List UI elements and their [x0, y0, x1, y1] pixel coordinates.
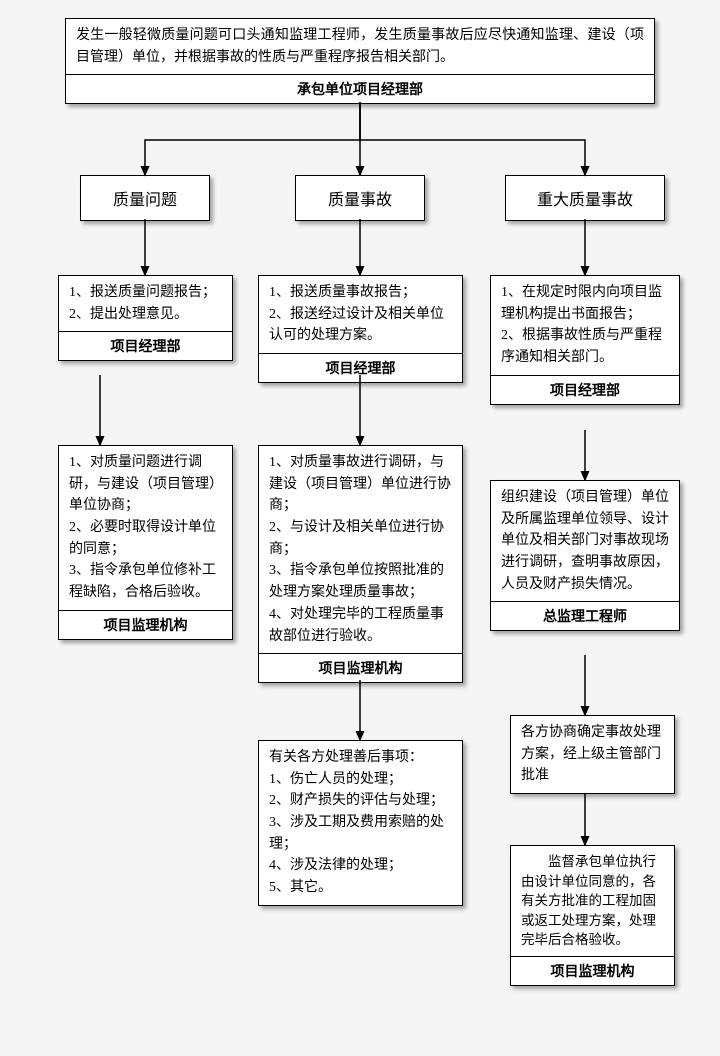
node-a1: 1、报送质量问题报告；2、提出处理意见。 项目经理部	[58, 275, 233, 361]
node-b1-footer: 项目经理部	[259, 353, 462, 382]
header-major-accident: 重大质量事故	[505, 175, 665, 221]
node-b1-body: 1、报送质量事故报告；2、报送经过设计及相关单位认可的处理方案。	[259, 276, 462, 353]
node-c4-body: 监督承包单位执行由设计单位同意的，各有关方批准的工程加固或返工处理方案，处理完毕…	[511, 846, 674, 956]
node-b1: 1、报送质量事故报告；2、报送经过设计及相关单位认可的处理方案。 项目经理部	[258, 275, 463, 383]
node-c1-body: 1、在规定时限内向项目监理机构提出书面报告；2、根据事故性质与严重程序通知相关部…	[491, 276, 679, 375]
header-quality-accident: 质量事故	[295, 175, 425, 221]
node-b3: 有关各方处理善后事项：1、伤亡人员的处理；2、财产损失的评估与处理；3、涉及工期…	[258, 740, 463, 906]
node-a2: 1、对质量问题进行调研，与建设（项目管理）单位协商；2、必要时取得设计单位的同意…	[58, 445, 233, 640]
node-a1-body: 1、报送质量问题报告；2、提出处理意见。	[59, 276, 232, 331]
node-c2-body: 组织建设（项目管理）单位及所属监理单位领导、设计单位及相关部门对事故现场进行调研…	[491, 481, 679, 601]
node-b3-body: 有关各方处理善后事项：1、伤亡人员的处理；2、财产损失的评估与处理；3、涉及工期…	[259, 741, 462, 905]
node-top-footer: 承包单位项目经理部	[66, 74, 654, 103]
header-label: 重大质量事故	[506, 176, 664, 220]
node-c1: 1、在规定时限内向项目监理机构提出书面报告；2、根据事故性质与严重程序通知相关部…	[490, 275, 680, 405]
node-a1-footer: 项目经理部	[59, 331, 232, 360]
node-b2-footer: 项目监理机构	[259, 653, 462, 682]
node-c2-footer: 总监理工程师	[491, 601, 679, 630]
node-c3-body: 各方协商确定事故处理方案，经上级主管部门批准	[511, 716, 674, 793]
header-label: 质量事故	[296, 176, 424, 220]
node-c4-footer: 项目监理机构	[511, 956, 674, 985]
node-top: 发生一般轻微质量问题可口头通知监理工程师，发生质量事故后应尽快通知监理、建设（项…	[65, 18, 655, 104]
node-c1-footer: 项目经理部	[491, 375, 679, 404]
node-b2: 1、对质量事故进行调研，与建设（项目管理）单位进行协商；2、与设计及相关单位进行…	[258, 445, 463, 683]
header-quality-problem: 质量问题	[80, 175, 210, 221]
node-c3: 各方协商确定事故处理方案，经上级主管部门批准	[510, 715, 675, 794]
node-top-body: 发生一般轻微质量问题可口头通知监理工程师，发生质量事故后应尽快通知监理、建设（项…	[66, 19, 654, 74]
node-b2-body: 1、对质量事故进行调研，与建设（项目管理）单位进行协商；2、与设计及相关单位进行…	[259, 446, 462, 653]
node-c4: 监督承包单位执行由设计单位同意的，各有关方批准的工程加固或返工处理方案，处理完毕…	[510, 845, 675, 986]
node-a2-footer: 项目监理机构	[59, 610, 232, 639]
node-c2: 组织建设（项目管理）单位及所属监理单位领导、设计单位及相关部门对事故现场进行调研…	[490, 480, 680, 631]
node-a2-body: 1、对质量问题进行调研，与建设（项目管理）单位协商；2、必要时取得设计单位的同意…	[59, 446, 232, 610]
header-label: 质量问题	[81, 176, 209, 220]
